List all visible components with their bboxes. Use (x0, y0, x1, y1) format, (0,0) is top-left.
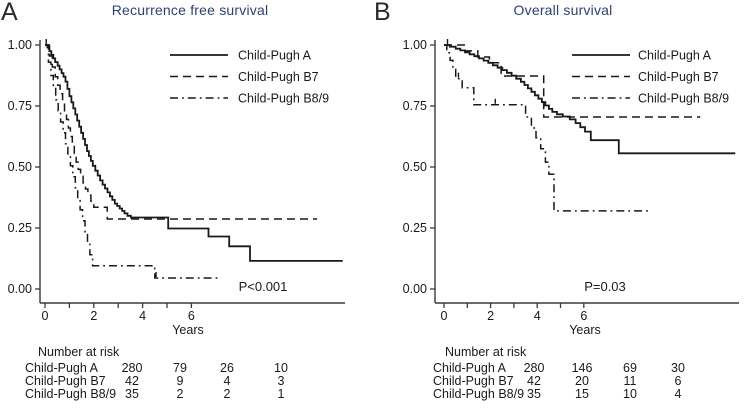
km-curve-child-pugh-b8-9 (45, 44, 219, 279)
km-curve-child-pugh-a (45, 44, 343, 262)
panel-title-overall: Overall survival (513, 2, 613, 18)
y-tick-label: 1.00 (8, 38, 32, 52)
risk-count: 30 (671, 361, 685, 375)
km-curve-child-pugh-b8-9 (444, 44, 652, 212)
x-tick-label: 6 (580, 309, 587, 323)
y-tick-label: 0.00 (8, 282, 32, 296)
x-tick-label: 4 (139, 309, 146, 323)
risk-count: 15 (575, 387, 589, 401)
x-axis-title: Years (172, 323, 204, 337)
panel-letter-a: A (1, 0, 18, 26)
km-curve-child-pugh-a (444, 44, 736, 155)
legend-label: Child-Pugh B7 (238, 70, 319, 84)
risk-table-header: Number at risk (38, 345, 120, 359)
risk-row-label: Child-Pugh B7 (25, 374, 106, 388)
y-tick-label: 1.00 (403, 38, 427, 52)
risk-count: 35 (527, 387, 541, 401)
y-tick-label: 0.50 (403, 160, 427, 174)
risk-count: 11 (623, 374, 637, 388)
risk-row-label: Child-Pugh A (433, 361, 506, 375)
risk-count: 4 (674, 387, 682, 401)
y-tick-label: 0.75 (8, 99, 32, 113)
p-value-label: P<0.001 (239, 279, 288, 294)
x-tick-label: 0 (441, 309, 448, 323)
risk-count: 3 (277, 374, 285, 388)
x-tick-label: 4 (534, 309, 541, 323)
risk-row-label: Child-Pugh B7 (433, 374, 514, 388)
risk-table-header: Number at risk (445, 345, 527, 359)
y-tick-label: 0.00 (403, 282, 427, 296)
x-tick-label: 2 (487, 309, 494, 323)
legend-label: Child-Pugh A (638, 48, 712, 62)
y-tick-label: 0.25 (8, 221, 32, 235)
y-tick-label: 0.75 (403, 99, 427, 113)
x-tick-label: 0 (42, 309, 49, 323)
risk-count: 280 (121, 361, 143, 375)
risk-count: 42 (125, 374, 139, 388)
risk-count: 20 (575, 374, 589, 388)
km-curve-child-pugh-b7 (45, 44, 318, 220)
legend-label: Child-Pugh B8/9 (638, 91, 729, 105)
risk-count: 280 (523, 361, 545, 375)
risk-count: 26 (220, 361, 234, 375)
legend-label: Child-Pugh B8/9 (238, 91, 329, 105)
risk-count: 9 (176, 374, 184, 388)
risk-row-label: Child-Pugh A (25, 361, 98, 375)
panel-recurrence-free-survival: A Recurrence free survival 0.00 0.25 0.50 0… (1, 0, 345, 401)
risk-row-label: Child-Pugh B8/9 (25, 387, 117, 401)
p-value-label: P=0.03 (584, 279, 626, 294)
risk-count: 146 (571, 361, 593, 375)
y-tick-label: 0.25 (403, 221, 427, 235)
risk-count: 10 (274, 361, 288, 375)
panel-letter-b: B (374, 0, 391, 26)
risk-count: 2 (176, 387, 184, 401)
risk-count: 2 (223, 387, 231, 401)
y-tick-label: 0.50 (8, 160, 32, 174)
risk-row-label: Child-Pugh B8/9 (433, 387, 525, 401)
risk-count: 42 (527, 374, 541, 388)
risk-count: 4 (223, 374, 231, 388)
panel-overall-survival: B Overall survival 0.00 0.25 0.50 0.75 1.00 0… (373, 0, 746, 408)
risk-count: 79 (173, 361, 187, 375)
x-tick-label: 6 (188, 309, 195, 323)
x-tick-label: 2 (90, 309, 97, 323)
legend-label: Child-Pugh A (238, 48, 312, 62)
risk-count: 6 (674, 374, 682, 388)
risk-count: 69 (623, 361, 637, 375)
panel-title-recurrence: Recurrence free survival (111, 2, 269, 18)
risk-count: 10 (623, 387, 637, 401)
risk-count: 1 (277, 387, 285, 401)
legend-label: Child-Pugh B7 (638, 70, 719, 84)
x-axis-title: Years (569, 323, 601, 337)
km-curve-child-pugh-b7 (444, 44, 701, 118)
risk-count: 35 (125, 387, 139, 401)
